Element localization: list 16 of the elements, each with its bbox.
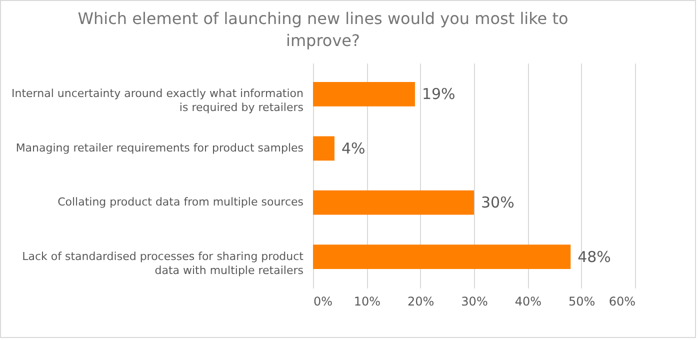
data-label: 4% <box>341 139 366 158</box>
y-tick-label: Lack of standardised processes for sharing product data with multiple retailers <box>22 250 304 277</box>
x-tick-label: 30% <box>461 294 488 308</box>
chart-title: Which element of launching new lines would you most like to improve? <box>78 9 568 50</box>
x-tick-label: 60% <box>608 294 636 308</box>
x-tick-label: 40% <box>514 294 542 308</box>
data-label: 30% <box>481 194 514 212</box>
x-tick-label: 0% <box>314 294 333 308</box>
y-tick-label: Internal uncertainty around exactly what information is required by retailers <box>12 87 304 114</box>
x-tick-label: 20% <box>407 294 434 308</box>
x-tick-label: 10% <box>354 294 381 308</box>
y-tick-label: Collating product data from multiple sources <box>58 196 304 209</box>
data-label: 19% <box>422 85 456 104</box>
data-label: 48% <box>578 248 611 266</box>
x-tick-label: 50% <box>568 294 596 308</box>
y-tick-label: Managing retailer requirements for product samples <box>16 141 304 154</box>
